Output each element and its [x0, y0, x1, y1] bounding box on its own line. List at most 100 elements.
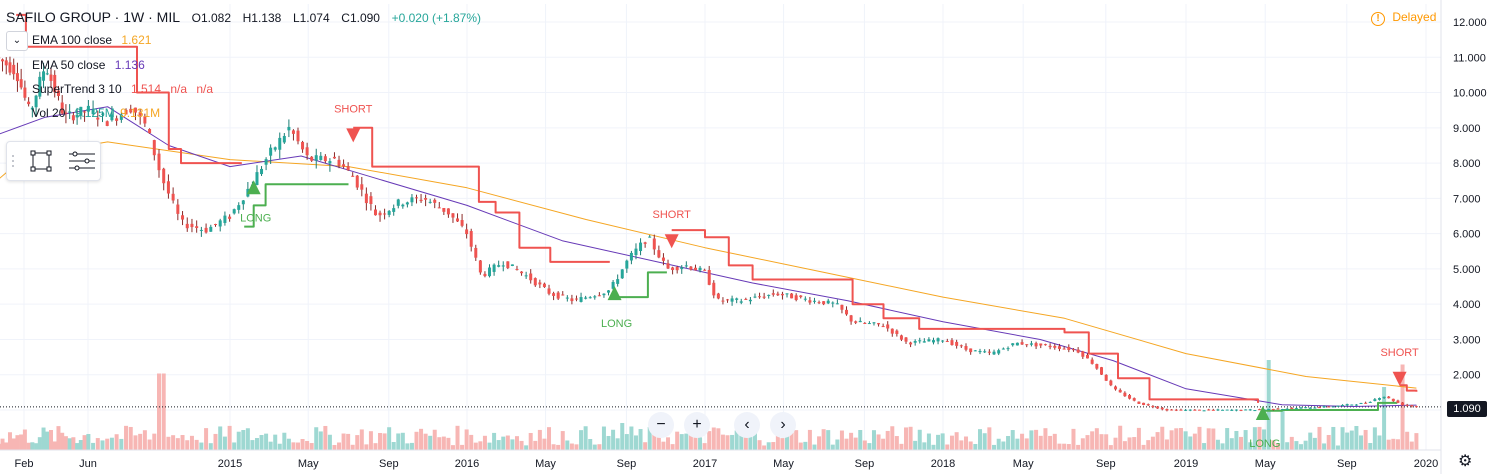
volume-bar	[492, 432, 497, 450]
legend-volume[interactable]: Vol 20 9.125M 9.131M	[14, 106, 160, 120]
volume-bar	[86, 434, 91, 450]
candle-body	[854, 321, 858, 323]
long-signal-label: LONG	[1249, 438, 1280, 450]
candle-body	[922, 341, 926, 343]
candle-body	[529, 273, 533, 281]
volume-bar	[720, 434, 725, 450]
volume-bar	[675, 431, 680, 450]
candle-body	[1043, 344, 1047, 346]
legend-supertrend-name: SuperTrend 3 10	[32, 82, 122, 96]
legend-supertrend[interactable]: SuperTrend 3 10 1.514 n/a n/a	[14, 82, 213, 96]
candle-body	[680, 267, 684, 270]
volume-bar	[606, 435, 611, 450]
candle-body	[1368, 401, 1372, 403]
candle-body	[515, 269, 519, 271]
volume-bar	[305, 440, 310, 450]
volume-bar	[157, 373, 161, 450]
volume-bar	[124, 425, 129, 450]
candle-body	[762, 296, 766, 298]
volume-bar	[100, 440, 105, 450]
volume-bar	[1080, 438, 1085, 450]
candle-body	[739, 301, 743, 303]
candle-body	[1011, 343, 1015, 346]
candle-body	[689, 266, 693, 270]
scroll-left-button[interactable]: ‹	[734, 412, 760, 438]
candle-body	[835, 303, 839, 305]
zoom-out-button[interactable]: −	[648, 412, 674, 438]
candle-body	[538, 282, 542, 285]
volume-bar	[0, 443, 1, 450]
candle-body	[552, 293, 556, 296]
short-signal-arrow-icon	[1392, 371, 1407, 386]
volume-bar	[114, 434, 119, 450]
zoom-in-button[interactable]: +	[684, 412, 710, 438]
candle-body	[927, 339, 931, 342]
candle-body	[1179, 409, 1183, 411]
candle-body	[629, 252, 633, 261]
volume-bar	[91, 442, 96, 450]
candle-body	[1, 59, 5, 62]
volume-bar	[1308, 432, 1313, 450]
candle-body	[1414, 406, 1418, 408]
candle-body	[620, 269, 624, 279]
legend-ema100[interactable]: EMA 100 close 1.621	[14, 33, 151, 47]
volume-bar	[387, 427, 392, 450]
candle-body	[936, 338, 940, 342]
candle-body	[1137, 401, 1141, 404]
chevron-down-icon: ⌄	[12, 35, 22, 46]
x-tick-label: 2019	[1174, 458, 1198, 470]
volume-bar	[222, 436, 227, 450]
candle-body	[684, 265, 688, 267]
candle-body	[520, 271, 524, 274]
volume-bar	[1354, 425, 1359, 450]
delayed-status[interactable]: ! Delayed	[1371, 10, 1436, 26]
settings-lines-icon[interactable]	[69, 151, 95, 171]
candle-body	[712, 282, 716, 296]
volume-bar	[743, 435, 748, 450]
candle-body	[1276, 408, 1280, 410]
volume-bar	[752, 431, 757, 450]
rectangle-tool-icon[interactable]	[30, 150, 52, 172]
candle-body	[1285, 408, 1289, 410]
volume-bar	[378, 432, 383, 450]
candle-body	[190, 223, 194, 228]
candle-body	[19, 79, 23, 88]
x-tick-label: 2015	[218, 458, 242, 470]
volume-bar	[739, 432, 744, 450]
volume-bar	[364, 444, 369, 450]
ohlc-close: C1.090	[341, 11, 380, 25]
volume-bar	[959, 440, 964, 450]
candle-body	[105, 121, 109, 126]
volume-bar	[1183, 431, 1188, 450]
legend-ema50[interactable]: EMA 50 close 1.136	[14, 58, 145, 72]
candle-body	[129, 108, 133, 113]
volume-bar	[992, 444, 997, 450]
legend-volume-value2: 9.131M	[120, 106, 161, 120]
legend-collapse-button[interactable]: ⌄	[6, 31, 28, 51]
volume-bar	[537, 429, 542, 450]
candle-body	[1221, 409, 1225, 411]
volume-bar	[7, 432, 12, 450]
candle-body	[881, 326, 885, 328]
candle-body	[785, 293, 789, 295]
volume-bar	[771, 442, 776, 450]
candle-body	[1382, 396, 1386, 398]
volume-bar	[15, 435, 20, 450]
scroll-right-button[interactable]: ›	[770, 412, 796, 438]
volume-bar	[282, 432, 287, 450]
volume-bar	[1322, 443, 1327, 450]
gear-icon[interactable]: ⚙	[1458, 453, 1473, 470]
candle-body	[721, 300, 725, 302]
volume-bar	[1395, 439, 1400, 450]
candle-body	[1193, 409, 1197, 411]
candle-body	[1020, 342, 1024, 345]
volume-bar	[1257, 426, 1262, 450]
drag-handle-icon[interactable]	[12, 155, 14, 167]
candle-body	[323, 156, 327, 162]
volume-bar	[1326, 434, 1331, 450]
volume-bar	[1317, 426, 1322, 450]
volume-bar	[469, 434, 474, 450]
candle-body	[364, 193, 368, 204]
candle-body	[845, 309, 849, 315]
